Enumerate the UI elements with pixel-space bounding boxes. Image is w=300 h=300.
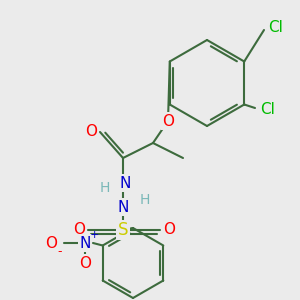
Text: O: O bbox=[162, 113, 174, 128]
Text: O: O bbox=[73, 223, 85, 238]
Text: Cl: Cl bbox=[268, 20, 283, 34]
Text: S: S bbox=[118, 221, 128, 239]
Text: O: O bbox=[79, 256, 91, 271]
Text: O: O bbox=[85, 124, 97, 140]
Text: N: N bbox=[117, 200, 129, 214]
Text: N: N bbox=[79, 236, 91, 250]
Text: +: + bbox=[89, 230, 99, 240]
Text: Cl: Cl bbox=[260, 103, 275, 118]
Text: H: H bbox=[140, 193, 150, 207]
Text: H: H bbox=[100, 181, 110, 195]
Text: -: - bbox=[58, 245, 62, 259]
Text: O: O bbox=[45, 236, 57, 250]
Text: O: O bbox=[163, 223, 175, 238]
Text: N: N bbox=[119, 176, 131, 190]
